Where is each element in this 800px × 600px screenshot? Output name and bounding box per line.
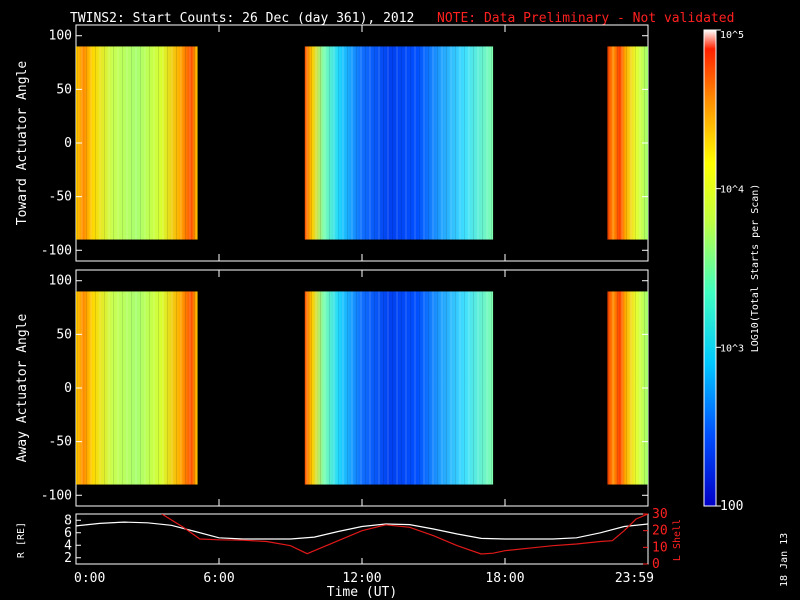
ytick-label-toward: 50 [56, 82, 72, 97]
ytick-label-orbit-right: 20 [652, 524, 668, 539]
ytick-label-away: 100 [49, 274, 72, 289]
ytick-label-orbit-left: 2 [64, 551, 72, 566]
ytick-label-away: 50 [56, 327, 72, 342]
ytick-label-orbit-left: 6 [64, 526, 72, 541]
heatmap-toward [76, 46, 648, 240]
ytick-label-away: -50 [49, 435, 72, 450]
l-shell-line [161, 514, 648, 555]
chart-title: TWINS2: Start Counts: 26 Dec (day 361), … [70, 11, 414, 26]
xtick-label: 23:59 [615, 571, 654, 586]
ytick-label-orbit-right: 30 [652, 507, 668, 522]
colorbar-ticks: 10^5 10^4 10^3 100 [716, 29, 744, 514]
xtick-label: 0:00 [74, 571, 105, 586]
xtick-label: 18:00 [485, 571, 524, 586]
colorbar-tick-label: 10^5 [720, 30, 744, 41]
ylabel-toward: Toward Actuator Angle [15, 61, 30, 226]
date-stamp: 18 Jan 13 [779, 533, 790, 587]
ytick-label-orbit-left: 4 [64, 538, 72, 553]
ytick-label-away: -100 [41, 488, 72, 503]
heatmap-texture-toward-2 [607, 46, 648, 240]
ytick-label-toward: -100 [41, 243, 72, 258]
ylabel-orbit-l: L Shell [672, 519, 683, 561]
ylabel-away: Away Actuator Angle [15, 313, 30, 462]
heatmap-away [76, 291, 648, 485]
r-distance-line [76, 521, 648, 540]
colorbar-tick-label: 10^4 [720, 185, 744, 196]
ytick-label-toward: -50 [49, 190, 72, 205]
ytick-label-orbit-left: 8 [64, 513, 72, 528]
heatmap-texture-away-2 [607, 291, 648, 485]
heatmap-texture-away-0 [76, 291, 198, 485]
colorbar-label: LOG10(Total Starts per Scan) [750, 184, 761, 353]
ylabel-orbit-r: R [RE] [16, 522, 27, 558]
ytick-label-toward: 100 [49, 29, 72, 44]
colorbar-tick-label: 10^3 [720, 343, 744, 354]
orbit-lines [76, 514, 648, 555]
colorbar [703, 29, 717, 507]
ytick-label-away: 0 [64, 381, 72, 396]
heatmap-texture-toward-1 [304, 46, 494, 240]
data-note: NOTE: Data Preliminary - Not validated [437, 11, 734, 26]
xlabel-time: Time (UT) [327, 585, 397, 600]
ytick-label-toward: 0 [64, 136, 72, 151]
heatmap-texture-away-1 [304, 291, 494, 485]
heatmap-texture-toward-0 [76, 46, 198, 240]
xtick-label: 12:00 [342, 571, 381, 586]
ytick-label-orbit-right: 0 [652, 557, 660, 572]
colorbar-tick-label: 100 [720, 499, 743, 514]
xtick-label: 6:00 [203, 571, 234, 586]
ytick-label-orbit-right: 10 [652, 540, 668, 555]
